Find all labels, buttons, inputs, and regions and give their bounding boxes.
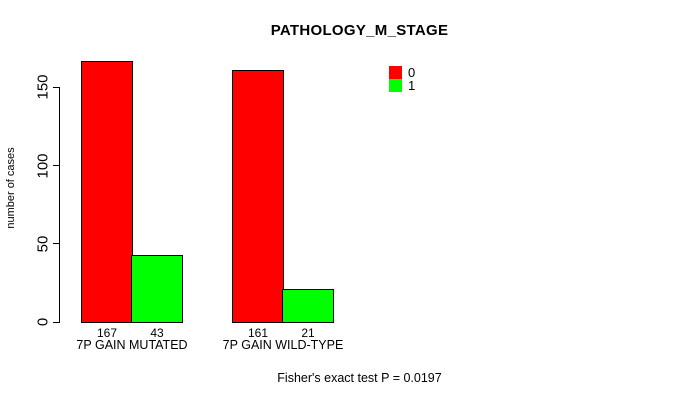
chart-title: PATHOLOGY_M_STAGE (270, 22, 449, 39)
y-tick-label: 100 (34, 152, 52, 179)
y-tick-mark (53, 321, 59, 323)
bar-value-label: 21 (301, 326, 315, 340)
bar-value-label: 161 (247, 326, 269, 340)
bar-series-1-group-1 (282, 289, 334, 323)
category-label: 7P GAIN MUTATED (76, 338, 188, 352)
y-tick-label: 150 (34, 74, 52, 100)
legend-label: 1 (408, 78, 416, 93)
y-axis-line (59, 87, 60, 323)
legend-entry: 0 (389, 66, 415, 79)
bar-value-label: 167 (96, 326, 118, 340)
bar-series-0-group-1 (232, 70, 284, 323)
bar-series-1-group-0 (131, 254, 183, 323)
legend-entry: 1 (389, 79, 415, 92)
legend-swatch-icon (389, 79, 402, 92)
bar-value-label: 43 (150, 326, 164, 340)
y-tick-mark (53, 86, 59, 88)
y-tick-mark (53, 165, 59, 166)
y-tick-label: 50 (34, 235, 52, 253)
bar-series-0-group-0 (81, 60, 133, 323)
y-axis-label: number of cases (5, 147, 17, 229)
legend-swatch-icon (389, 66, 402, 79)
stat-annotation: Fisher's exact test P = 0.0197 (277, 371, 442, 385)
legend-label: 0 (408, 65, 416, 80)
category-label: 7P GAIN WILD-TYPE (222, 338, 344, 352)
y-tick-label: 0 (34, 317, 52, 327)
y-tick-mark (53, 243, 59, 245)
